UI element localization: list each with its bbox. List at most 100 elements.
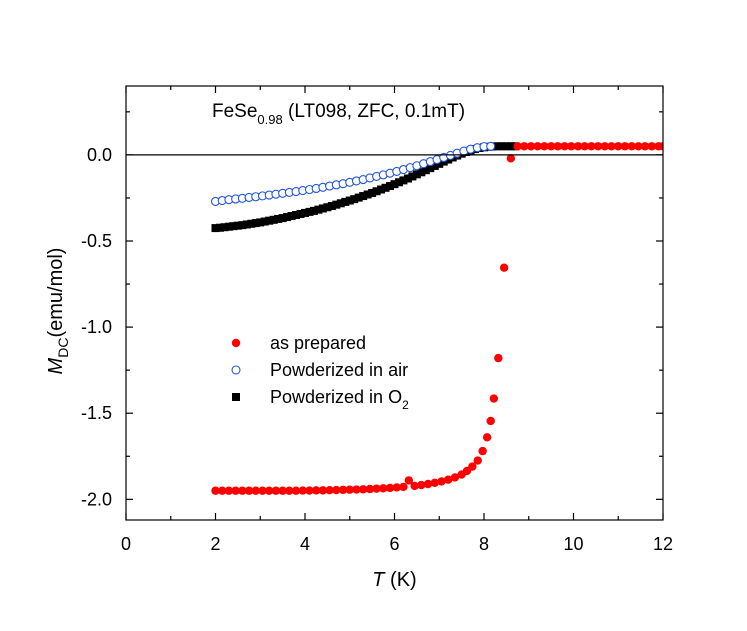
data-point — [468, 462, 477, 471]
data-point — [430, 478, 439, 487]
data-point — [350, 195, 359, 204]
data-point — [271, 486, 281, 495]
data-point — [499, 263, 509, 272]
data-point — [620, 142, 630, 151]
data-point — [323, 203, 332, 212]
data-point — [332, 200, 341, 209]
data-point — [417, 480, 426, 490]
data-point — [372, 484, 381, 493]
data-point — [244, 486, 254, 495]
data-point — [426, 164, 435, 173]
data-point — [408, 172, 417, 181]
y-tick-label: 0.0 — [87, 145, 112, 165]
data-point — [260, 217, 269, 226]
y-tick-label: -0.5 — [81, 231, 112, 251]
data-point — [327, 202, 336, 211]
data-point — [444, 475, 453, 484]
data-point — [404, 476, 414, 485]
legend-marker — [231, 365, 241, 375]
data-point — [489, 394, 499, 403]
data-point — [218, 486, 227, 495]
data-point — [493, 142, 502, 151]
data-point — [417, 168, 426, 177]
data-point — [540, 142, 549, 151]
data-point — [285, 486, 294, 495]
data-point — [309, 206, 318, 215]
data-point — [377, 185, 386, 194]
data-point — [363, 190, 372, 199]
plot-frame — [125, 85, 664, 521]
data-point — [258, 486, 267, 495]
data-point — [450, 473, 460, 482]
legend-marker — [232, 393, 240, 401]
data-point — [305, 486, 314, 495]
data-point — [301, 208, 309, 217]
data-point — [215, 223, 224, 232]
data-point — [314, 205, 323, 214]
data-point — [614, 142, 623, 151]
data-point — [478, 446, 487, 456]
legend-label: as prepared — [270, 333, 366, 353]
data-point — [607, 142, 616, 151]
data-point — [627, 142, 636, 151]
data-point — [352, 485, 361, 494]
data-point — [238, 486, 247, 495]
data-point — [296, 209, 305, 218]
data-point — [533, 142, 542, 151]
data-point — [437, 477, 446, 486]
data-point — [332, 485, 341, 495]
data-point — [385, 483, 395, 493]
data-point — [567, 142, 576, 151]
data-point — [423, 479, 433, 489]
data-point — [497, 142, 506, 151]
data-point — [368, 188, 377, 197]
x-tick-label: 8 — [479, 534, 489, 554]
data-point — [265, 216, 274, 225]
data-point — [506, 154, 516, 163]
x-tick-label: 4 — [300, 534, 310, 554]
data-point — [386, 182, 395, 191]
data-point — [251, 486, 260, 495]
legend: as prepared Powderized in air Powderized i… — [231, 333, 409, 412]
data-point — [247, 219, 256, 228]
data-point — [593, 142, 603, 151]
y-tick-label: -1.5 — [81, 403, 112, 423]
data-point — [381, 183, 390, 192]
data-point — [256, 218, 265, 227]
y-tick-label: -2.0 — [81, 489, 112, 509]
data-point — [600, 142, 610, 151]
data-point — [242, 220, 251, 229]
y-tick-label: -1.0 — [81, 317, 112, 337]
legend-label: Powderized in O2 — [270, 387, 409, 412]
data-point — [560, 142, 569, 151]
data-point — [338, 485, 348, 495]
data-point — [379, 484, 388, 493]
data-point — [283, 213, 292, 222]
chart-title: FeSe0.98 (LT098, ZFC, 0.1mT) — [212, 101, 465, 127]
data-point — [403, 174, 412, 183]
data-point — [526, 142, 536, 151]
data-point — [513, 142, 522, 151]
data-point — [435, 159, 444, 168]
x-tick-label: 10 — [563, 534, 583, 554]
data-point — [399, 482, 408, 492]
data-point — [224, 486, 234, 495]
data-point — [412, 170, 421, 179]
data-point — [233, 221, 242, 230]
data-point — [573, 142, 583, 151]
series-filled-circle — [211, 142, 663, 495]
data-point — [238, 221, 247, 230]
data-point — [502, 142, 511, 151]
data-point — [305, 207, 314, 216]
data-point — [345, 485, 354, 494]
x-tick-label: 2 — [210, 534, 220, 554]
data-point — [325, 486, 334, 495]
data-point — [341, 197, 350, 206]
data-point — [506, 142, 515, 151]
data-point — [658, 142, 663, 151]
data-point — [231, 486, 240, 495]
legend-marker — [231, 338, 241, 348]
data-point — [473, 456, 482, 465]
data-point — [444, 155, 453, 164]
data-point — [647, 142, 657, 151]
